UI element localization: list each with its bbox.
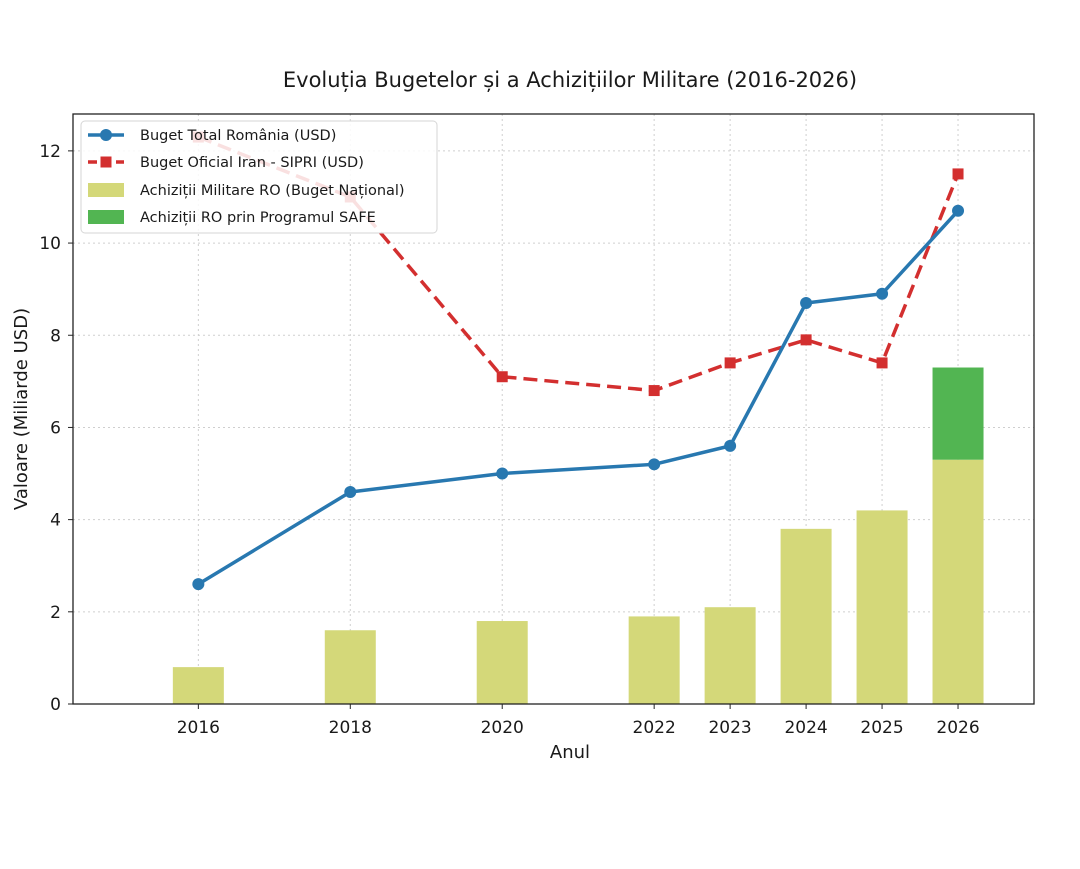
legend-label: Achiziții RO prin Programul SAFE [140,210,376,226]
bar-achizitii-national [628,616,680,704]
data-point [344,485,357,498]
x-tick-label: 2026 [936,718,979,738]
bar-achizitii-safe [932,367,984,460]
legend-box [80,120,438,234]
series-line [197,209,960,586]
y-axis: 0 2 4 6 8 10 12 [39,142,73,715]
y-tick-label: 6 [50,418,61,438]
y-tick-label: 0 [50,695,61,715]
legend-label: Buget Oficial Iran - SIPRI (USD) [140,155,364,171]
legend-marker [100,129,112,141]
data-point [952,204,965,217]
x-tick-label: 2016 [177,718,220,738]
bar-achizitii-national [704,607,756,704]
bar-achizitii-national [856,510,908,704]
bars [172,367,984,704]
bar-achizitii-national [172,667,224,704]
data-point [724,439,737,452]
data-point [876,357,888,369]
data-point [192,578,205,591]
bar-achizitii-national [476,621,528,704]
y-tick-label: 4 [50,511,61,531]
x-axis-label: Anul [550,742,590,763]
chart-title: Evoluția Bugetelor și a Achizițiilor Mil… [283,68,857,92]
x-tick-label: 2020 [481,718,524,738]
legend: Buget Total România (USD) Buget Oficial I… [80,120,438,234]
data-point [648,385,660,397]
bar-achizitii-national [932,459,984,704]
y-axis-label: Valoare (Miliarde USD) [11,308,32,510]
bar-achizitii-national [780,528,832,704]
y-tick-label: 8 [50,326,61,346]
data-point [876,287,889,300]
legend-marker [100,156,112,168]
data-point [800,334,812,346]
legend-label: Buget Total România (USD) [140,128,336,144]
y-tick-label: 12 [39,142,61,162]
data-point [496,467,509,480]
data-point [648,458,661,471]
legend-swatch [88,183,124,197]
x-axis: 2016 2018 2020 2022 2023 2024 2025 2026 [177,704,980,738]
data-point [952,168,964,180]
plot-frame [72,113,1035,705]
x-tick-label: 2024 [784,718,827,738]
y-tick-label: 2 [50,603,61,623]
y-tick-label: 10 [39,234,61,254]
x-tick-label: 2022 [633,718,676,738]
x-tick-label: 2023 [708,718,751,738]
legend-swatch [88,210,124,224]
data-point [724,357,736,369]
data-point [496,371,508,383]
data-point [800,296,813,309]
legend-label: Achiziții Militare RO (Buget Național) [140,183,405,199]
x-tick-label: 2018 [329,718,372,738]
bar-achizitii-national [324,630,376,704]
x-tick-label: 2025 [860,718,903,738]
